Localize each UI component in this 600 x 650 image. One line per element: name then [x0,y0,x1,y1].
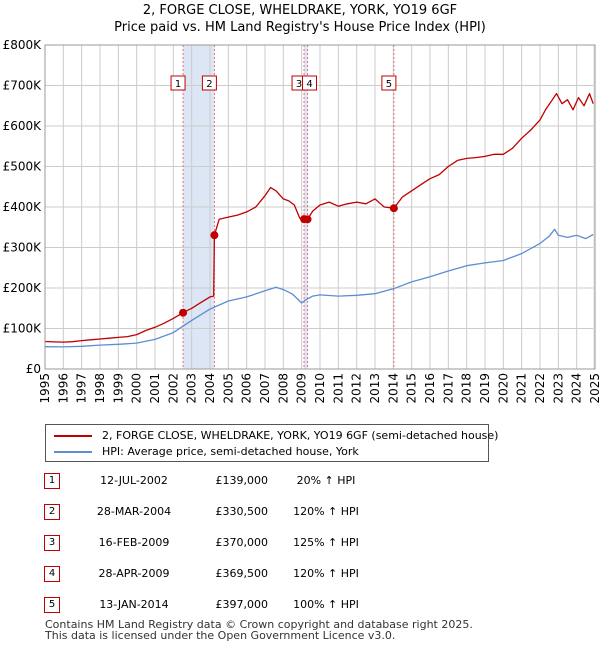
y-tick-label: £500K [3,160,43,174]
footer-license: This data is licensed under the Open Gov… [45,629,396,642]
y-tick-label: £0 [26,362,41,376]
sale-number-badge: 2 [44,504,60,520]
chart-title: 2, FORGE CLOSE, WHELDRAKE, YORK, YO19 6G… [142,3,458,18]
sale-hpi-change: 20% ↑ HPI [296,474,356,487]
sale-number-badge: 1 [44,473,60,489]
x-tick-label: 2001 [148,373,162,404]
x-tick-label: 1998 [93,373,107,404]
chart-title-block: 2, FORGE CLOSE, WHELDRAKE, YORK, YO19 6G… [0,2,600,36]
x-tick-label: 2014 [386,373,400,404]
sale-point [389,204,398,213]
sale-price: £397,000 [215,598,269,611]
x-tick-label: 2005 [221,373,235,404]
sale-point [179,308,188,317]
sale-price: £370,000 [215,536,269,549]
sale-point [303,215,312,224]
sale-number-box [302,75,318,91]
sale-number-label: 3 [296,79,302,90]
table-row: 3 16-FEB-2009 £370,000 125% ↑ HPI [44,535,404,553]
legend-label-hpi: HPI: Average price, semi-detached house,… [102,445,359,458]
sale-date: 28-APR-2009 [98,567,170,580]
y-tick-label: £400K [3,200,43,214]
x-tick-label: 1995 [38,373,52,404]
x-tick-label: 2018 [460,373,474,404]
x-tick-label: 2011 [331,373,345,404]
x-tick-label: 2017 [441,373,455,404]
sale-number-box [170,75,186,91]
x-tick-label: 2012 [350,373,364,404]
x-tick-label: 2022 [533,373,547,404]
x-tick-label: 2003 [185,373,199,404]
x-tick-label: 2019 [478,373,492,404]
y-tick-label: £800K [3,38,43,52]
sale-date: 13-JAN-2014 [99,598,169,611]
sale-hpi-change: 120% ↑ HPI [293,567,359,580]
x-tick-label: 2008 [276,373,290,404]
y-tick-label: £200K [3,281,43,295]
legend: 2, FORGE CLOSE, WHELDRAKE, YORK, YO19 6G… [45,424,498,462]
sale-price: £330,500 [215,505,269,518]
sale-number-box [381,75,397,91]
price-chart: 1 2 3 4 5 £0 £100K £200K £300K £400K £500K £600K £70… [3,38,600,404]
legend-item-property: 2, FORGE CLOSE, WHELDRAKE, YORK, YO19 6G… [54,428,498,444]
x-tick-label: 2024 [570,373,584,404]
y-tick-label: £100K [3,322,43,336]
property-price-line [44,92,594,343]
plot-border [44,44,596,370]
sale-hpi-change: 125% ↑ HPI [293,536,359,549]
table-row: 1 12-JUL-2002 £139,000 20% ↑ HPI [44,473,404,491]
sale-number-box [201,75,217,91]
x-tick-label: 2010 [313,373,327,404]
sale-hpi-change: 120% ↑ HPI [293,505,359,518]
legend-swatch-hpi [54,451,92,453]
x-tick-label: 2016 [423,373,437,404]
hpi-line [44,228,594,348]
x-tick-label: 2021 [515,373,529,404]
x-tick-label: 2015 [405,373,419,404]
y-tick-label: £600K [3,119,43,133]
x-tick-label: 2006 [240,373,254,404]
sale-hpi-change: 100% ↑ HPI [293,598,359,611]
sale-number-badge: 3 [44,535,60,551]
sale-number-label: 5 [386,79,392,90]
x-tick-label: 2009 [295,373,309,404]
x-tick-label: 1996 [56,373,70,404]
sale-number-label: 2 [206,79,212,90]
x-tick-label: 2002 [166,373,180,404]
x-tick-label: 2007 [258,373,272,404]
x-tick-label: 2025 [588,373,600,404]
sale-number-badge: 5 [44,597,60,613]
sale-date: 28-MAR-2004 [96,505,172,518]
chart-subtitle: Price paid vs. HM Land Registry's House … [114,20,486,35]
legend-item-hpi: HPI: Average price, semi-detached house,… [54,444,359,460]
y-tick-label: £300K [3,241,43,255]
sale-number-badge: 4 [44,566,60,582]
sale-number-label: 1 [175,79,181,90]
x-tick-label: 1997 [75,373,89,404]
x-tick-label: 2020 [496,373,510,404]
footer-copyright: Contains HM Land Registry data © Crown c… [45,618,473,631]
sale-price: £139,000 [215,474,269,487]
legend-swatch-property [54,435,92,437]
sale-date: 16-FEB-2009 [98,536,170,549]
table-row: 4 28-APR-2009 £369,500 120% ↑ HPI [44,566,404,584]
table-row: 2 28-MAR-2004 £330,500 120% ↑ HPI [44,504,404,522]
sale-date: 12-JUL-2002 [100,474,168,487]
sale-price: £369,500 [215,567,269,580]
x-tick-label: 2013 [368,373,382,404]
x-tick-label: 2004 [203,373,217,404]
x-tick-label: 2023 [551,373,565,404]
x-tick-label: 2000 [130,373,144,404]
table-row: 5 13-JAN-2014 £397,000 100% ↑ HPI [44,597,404,615]
sale-point [210,231,219,240]
legend-label-property: 2, FORGE CLOSE, WHELDRAKE, YORK, YO19 6G… [102,429,499,442]
x-tick-label: 1999 [111,373,125,404]
y-tick-label: £700K [3,79,43,93]
footer: Contains HM Land Registry data © Crown c… [45,619,473,641]
sale-number-label: 4 [306,79,312,90]
forecast-region [593,45,595,369]
